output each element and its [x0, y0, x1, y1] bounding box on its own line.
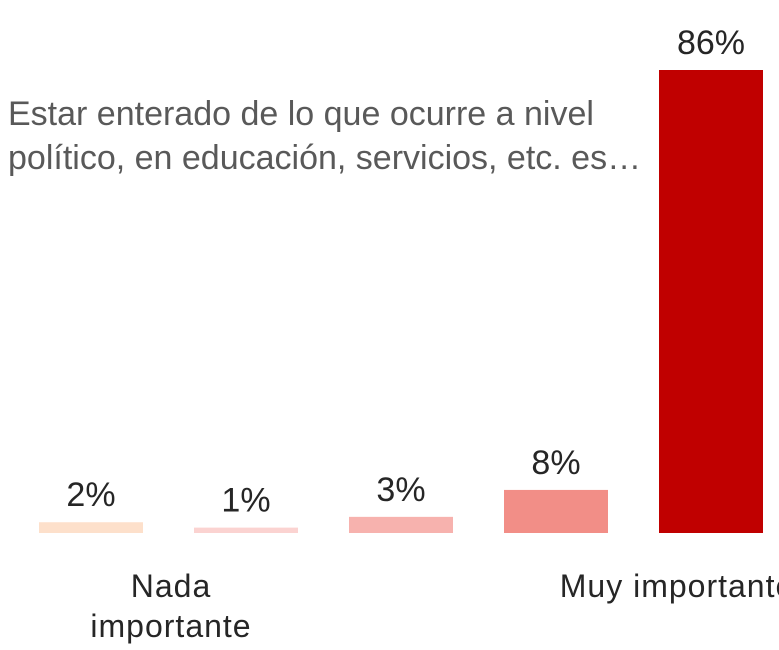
value-label: 1%: [221, 482, 270, 520]
bar: [659, 70, 763, 533]
value-label: 3%: [376, 471, 425, 509]
value-label: 8%: [531, 444, 580, 482]
chart-title: Estar enterado de lo que ocurre a nivel …: [8, 95, 642, 177]
category-label: Muy importante: [559, 568, 779, 604]
bar: [194, 527, 298, 533]
value-label: 2%: [66, 476, 115, 514]
bar: [504, 489, 608, 533]
value-label: 86%: [677, 24, 745, 62]
category-label: Nada importante: [90, 568, 252, 644]
bar: [349, 516, 453, 533]
bar: [39, 522, 143, 533]
